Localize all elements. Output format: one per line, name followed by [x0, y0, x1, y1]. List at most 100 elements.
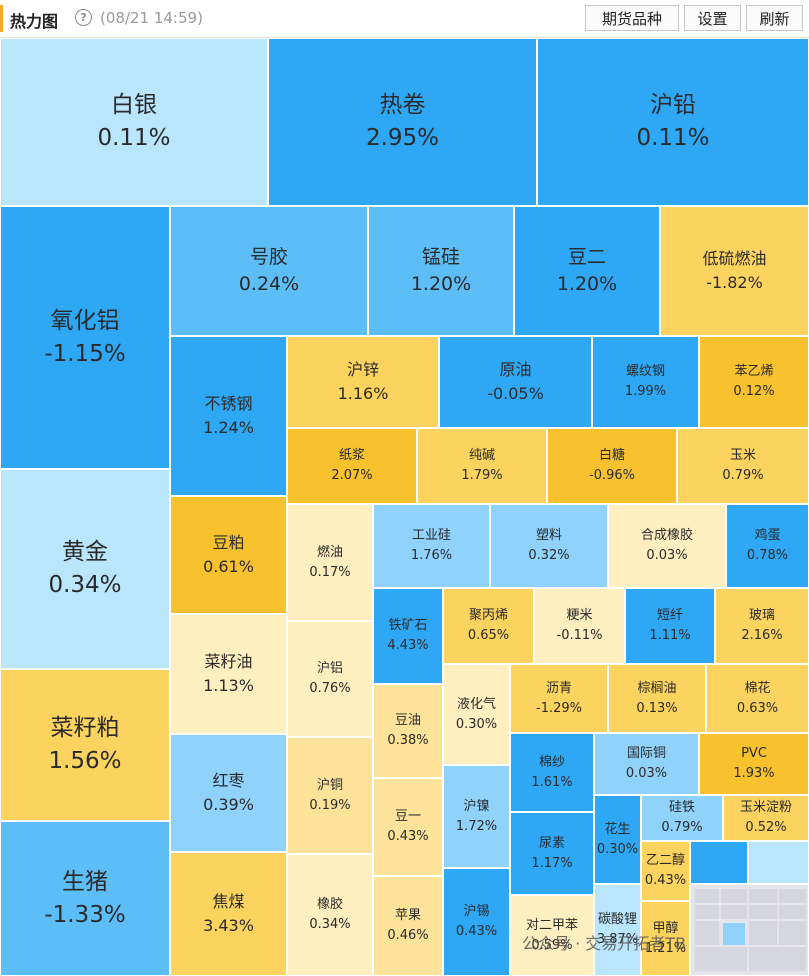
cell-change: -1.33% — [44, 901, 126, 928]
heatmap-cell[interactable]: 锰硅 1.20% — [368, 206, 514, 336]
heatmap-cell[interactable]: 甲醇 1.21% — [641, 901, 690, 976]
heatmap-cell[interactable]: 纸浆 2.07% — [287, 428, 417, 504]
heatmap-cell[interactable]: 苹果 0.46% — [373, 876, 443, 976]
cell-name: 沪锡 — [463, 904, 490, 919]
cell-change: 2.07% — [331, 468, 373, 483]
cell-name: 棕榈油 — [637, 680, 677, 696]
heatmap-cell[interactable]: 玉米 0.79% — [677, 428, 809, 504]
heatmap-cell[interactable]: 碳酸锂 3.87% — [594, 884, 641, 976]
cell-change: 1.56% — [48, 748, 122, 774]
cell-name: 低硫燃油 — [702, 249, 767, 268]
cell-change: 0.30% — [596, 841, 639, 857]
heatmap-cell[interactable]: 玻璃 2.16% — [715, 588, 809, 664]
cell-name: 豆粕 — [212, 533, 245, 552]
cell-name: 黄金 — [62, 539, 108, 565]
heatmap-cell[interactable]: 鸡蛋 0.78% — [726, 504, 809, 588]
heatmap-cell[interactable]: 工业硅 1.76% — [373, 504, 490, 588]
heatmap-cell[interactable]: 白糖 -0.96% — [547, 428, 677, 504]
heatmap-cell[interactable]: 氧化铝 -1.15% — [0, 206, 170, 469]
cell-change: 4.43% — [387, 638, 429, 653]
heatmap-cell[interactable]: 棉纱 1.61% — [510, 733, 594, 812]
cell-change: 1.21% — [644, 940, 687, 956]
heatmap-cell[interactable]: 热卷 2.95% — [268, 38, 537, 206]
heatmap-cell[interactable]: 红枣 0.39% — [170, 734, 287, 852]
cell-name: 燃油 — [316, 544, 343, 560]
cell-change: 0.32% — [528, 548, 570, 563]
heatmap-cell[interactable]: 橡胶 0.34% — [287, 854, 373, 976]
cell-change: -0.05% — [487, 384, 544, 403]
heatmap-cell[interactable]: 白银 0.11% — [0, 38, 268, 206]
heatmap-cell[interactable]: 聚丙烯 0.65% — [443, 588, 534, 664]
heatmap-cell[interactable]: 沪锡 0.43% — [443, 868, 510, 976]
cell-name: 沪铅 — [650, 92, 696, 118]
heatmap-cell[interactable]: 燃油 0.17% — [287, 504, 373, 621]
heatmap-cell[interactable]: 液化气 0.30% — [443, 664, 510, 765]
heatmap-cell[interactable]: 不锈钢 1.24% — [170, 336, 287, 496]
cell-change: 1.20% — [556, 273, 618, 295]
heatmap-cell[interactable]: 对二甲苯 0.59% — [510, 895, 594, 976]
heatmap-cell[interactable]: 沥青 -1.29% — [510, 664, 608, 733]
heatmap-cell[interactable]: 菜籽粕 1.56% — [0, 669, 170, 821]
heatmap-cell[interactable]: 纯碱 1.79% — [417, 428, 547, 504]
heatmap-cell[interactable]: 豆一 0.43% — [373, 778, 443, 876]
cell-name: 花生 — [604, 821, 631, 837]
heatmap-cell[interactable]: 生猪 -1.33% — [0, 821, 170, 976]
watermark: 公众号 · 交易开拓者TB — [522, 934, 687, 953]
heatmap-cell[interactable]: 豆二 1.20% — [514, 206, 660, 336]
heatmap-cell[interactable]: 短纤 1.11% — [625, 588, 715, 664]
cell-change: 0.78% — [746, 548, 789, 563]
heatmap-cell[interactable]: 沪镍 1.72% — [443, 765, 510, 868]
cell-change: 1.16% — [337, 384, 389, 403]
cell-change: -1.15% — [44, 340, 126, 367]
heatmap-cell[interactable]: 豆粕 0.61% — [170, 496, 287, 614]
heatmap-cell[interactable]: 苯乙烯 0.12% — [699, 336, 809, 428]
heatmap-cell[interactable]: 棉花 0.63% — [706, 664, 809, 733]
futures-varieties-button[interactable]: 期货品种 — [585, 5, 679, 31]
heatmap-cell[interactable]: 玉米淀粉 0.52% — [723, 795, 809, 841]
heatmap-cell[interactable]: 号胶 0.24% — [170, 206, 368, 336]
heatmap-cell[interactable]: 粳米 -0.11% — [534, 588, 625, 664]
cell-change: 0.43% — [644, 873, 687, 888]
heatmap-cell-empty — [748, 841, 809, 884]
heatmap-cell[interactable]: 硅铁 0.79% — [641, 795, 723, 841]
heatmap-cell[interactable]: 菜籽油 1.13% — [170, 614, 287, 734]
heatmap-cell[interactable]: 原油 -0.05% — [439, 336, 592, 428]
heatmap-cell[interactable]: 国际铜 0.03% — [594, 733, 699, 795]
cell-name: 铁矿石 — [388, 618, 428, 633]
heatmap-cell[interactable]: 焦煤 3.43% — [170, 852, 287, 976]
cell-change: -1.29% — [536, 700, 582, 716]
heatmap-cell[interactable]: 铁矿石 4.43% — [373, 588, 443, 684]
help-icon[interactable]: ? — [75, 9, 92, 26]
cell-name: 氧化铝 — [50, 307, 120, 334]
heatmap-cell[interactable]: 沪铅 0.11% — [537, 38, 809, 206]
heatmap-cell[interactable]: 沪铜 0.19% — [287, 737, 373, 854]
cell-change: 0.79% — [661, 820, 703, 835]
heatmap-cell[interactable]: 黄金 0.34% — [0, 469, 170, 669]
refresh-button[interactable]: 刷新 — [746, 5, 803, 31]
heatmap-cell[interactable]: 合成橡胶 0.03% — [608, 504, 726, 588]
heatmap-cell[interactable]: 棕榈油 0.13% — [608, 664, 706, 733]
cell-change: 1.99% — [624, 384, 667, 399]
empty-tile — [695, 921, 719, 945]
cell-name: 沪镍 — [463, 798, 490, 814]
heatmap-cell[interactable]: PVC 1.93% — [699, 733, 809, 795]
cell-change: 0.59% — [531, 937, 573, 953]
cell-change: 0.34% — [48, 572, 122, 598]
heatmap-cell[interactable]: 低硫燃油 -1.82% — [660, 206, 809, 336]
heatmap-cell[interactable]: 乙二醇 0.43% — [641, 841, 690, 901]
heatmap-cell[interactable]: 尿素 1.17% — [510, 812, 594, 895]
cell-change: -0.11% — [556, 628, 603, 643]
cell-change: 0.03% — [646, 548, 688, 563]
settings-button[interactable]: 设置 — [684, 5, 741, 31]
cell-change: 2.16% — [741, 628, 783, 643]
heatmap-cell[interactable]: 塑料 0.32% — [490, 504, 608, 588]
heatmap-cell[interactable]: 沪锌 1.16% — [287, 336, 439, 428]
heatmap-cell[interactable]: 沪铝 0.76% — [287, 621, 373, 737]
heatmap-cell[interactable]: 螺纹钢 1.99% — [592, 336, 699, 428]
heatmap-cell[interactable]: 花生 0.30% — [594, 795, 641, 884]
cell-name: 玻璃 — [748, 608, 775, 623]
empty-tile — [721, 905, 747, 919]
cell-name: 生猪 — [62, 868, 108, 895]
heatmap-cell[interactable]: 豆油 0.38% — [373, 684, 443, 778]
cell-name: 苹果 — [394, 908, 421, 923]
